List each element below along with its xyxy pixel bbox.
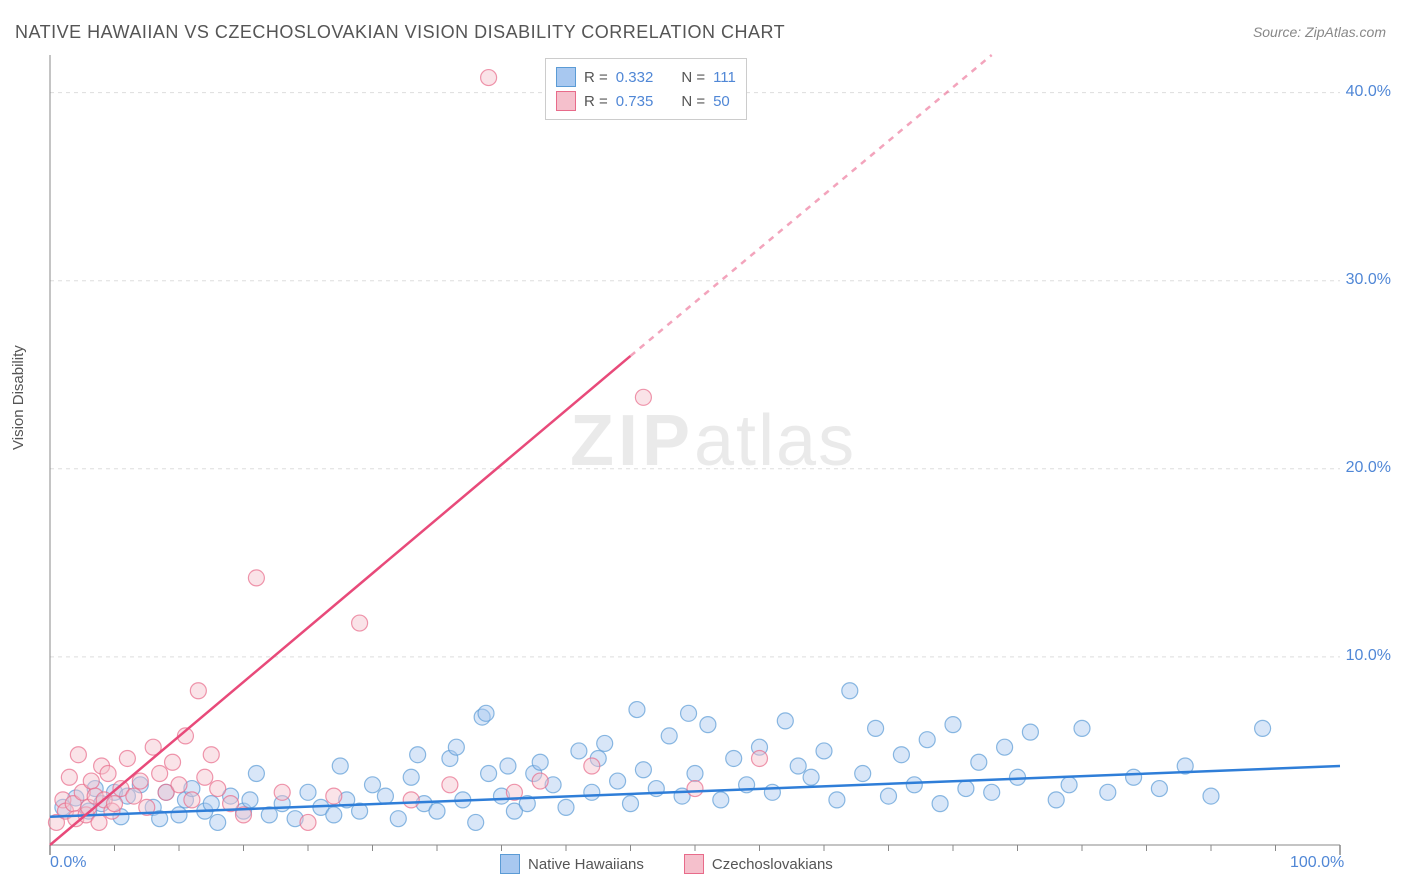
legend-series-label: Native Hawaiians — [528, 856, 644, 873]
series-legend: Native Hawaiians Czechoslovakians — [500, 854, 833, 874]
legend-r-value: 0.332 — [616, 69, 654, 86]
legend-bottom-item: Czechoslovakians — [684, 854, 833, 874]
legend-r-value: 0.735 — [616, 93, 654, 110]
chart-container: NATIVE HAWAIIAN VS CZECHOSLOVAKIAN VISIO… — [0, 0, 1406, 892]
legend-row: R = 0.332 N = 111 — [556, 65, 736, 89]
legend-n-value: 50 — [713, 93, 730, 110]
legend-swatch — [556, 91, 576, 111]
legend-swatch — [500, 854, 520, 874]
y-tick-label: 20.0% — [1346, 459, 1391, 477]
x-tick-label: 100.0% — [1290, 854, 1344, 872]
legend-bottom-item: Native Hawaiians — [500, 854, 644, 874]
y-tick-label: 30.0% — [1346, 271, 1391, 289]
y-tick-label: 10.0% — [1346, 647, 1391, 665]
legend-n-label: N = — [681, 69, 705, 86]
legend-row: R = 0.735 N = 50 — [556, 89, 736, 113]
correlation-legend: R = 0.332 N = 111 R = 0.735 N = 50 — [545, 58, 747, 120]
legend-swatch — [556, 67, 576, 87]
legend-swatch — [684, 854, 704, 874]
y-tick-label: 40.0% — [1346, 83, 1391, 101]
scatter-plot-svg — [0, 0, 1406, 892]
legend-r-label: R = — [584, 69, 608, 86]
legend-series-label: Czechoslovakians — [712, 856, 833, 873]
legend-r-label: R = — [584, 93, 608, 110]
x-tick-label: 0.0% — [50, 854, 86, 872]
legend-n-label: N = — [681, 93, 705, 110]
legend-n-value: 111 — [713, 69, 736, 86]
